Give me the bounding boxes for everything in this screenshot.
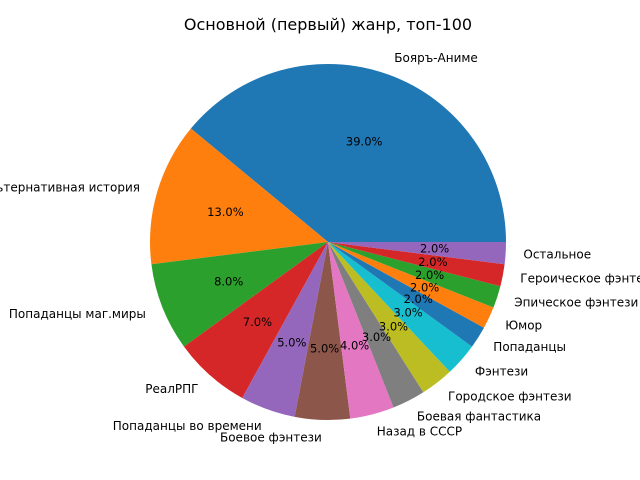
slice-label: Боевая фантастика — [417, 410, 541, 424]
slice-1 — [149, 128, 328, 265]
slice-percent-label: 2.0% — [410, 281, 439, 295]
slice-label: Эпическое фэнтези — [514, 296, 638, 310]
slice-label: Фэнтези — [475, 365, 528, 379]
slice-3 — [183, 242, 328, 398]
slice-6 — [328, 242, 394, 419]
slice-9 — [328, 242, 473, 372]
slice-percent-label: 2.0% — [418, 255, 447, 269]
slice-0 — [190, 64, 506, 242]
slice-label: Назад в СССР — [377, 425, 462, 439]
slice-percent-label: 2.0% — [404, 292, 433, 306]
percent-labels: 39.0%13.0%8.0%7.0%5.0% 5.0% 4.0%3.0%3.0%3.… — [207, 135, 449, 356]
slice-label: РеалРПГ — [145, 382, 198, 396]
slice-percent-label: 3.0% — [379, 319, 408, 333]
slice-13 — [328, 242, 505, 287]
slice-label: Боевое фэнтези — [220, 431, 322, 445]
slice-label: Альтернативная история — [0, 180, 140, 194]
slice-11 — [328, 242, 494, 328]
slice-label: Бояръ-Аниме — [394, 51, 478, 65]
slice-percent-label: 13.0% — [207, 205, 244, 219]
slice-label: Попаданцы маг.миры — [9, 307, 146, 321]
slice-label: Героическое фэнтези — [520, 272, 640, 286]
slice-percent-label: 39.0% — [346, 135, 383, 149]
slice-7 — [328, 242, 424, 408]
slice-percent-label: 2.0% — [420, 242, 449, 256]
slice-percent-label: 5.0% — [277, 336, 306, 350]
slice-label: Попаданцы во времени — [113, 419, 262, 433]
slice-labels: Бояръ-Аниме Альтернативная история Попадан… — [0, 51, 640, 445]
pie-slices — [149, 64, 506, 421]
slice-10 — [328, 242, 484, 347]
slice-percent-label: 3.0% — [362, 330, 391, 344]
slice-5 — [294, 242, 351, 421]
slice-label: Городское фэнтези — [448, 390, 572, 404]
slice-4 — [242, 242, 328, 417]
slice-label: Остальное — [523, 247, 591, 261]
chart-title: Основной (первый) жанр, топ-100 — [184, 15, 472, 34]
slice-8 — [328, 242, 450, 393]
slice-percent-label: 3.0% — [393, 306, 422, 320]
slice-label: Попаданцы — [493, 340, 566, 354]
slice-percent-label: 2.0% — [415, 268, 444, 282]
slice-percent-label: 4.0% — [340, 338, 369, 352]
slice-label: Юмор — [505, 318, 542, 332]
slice-percent-label: 7.0% — [243, 315, 272, 329]
slice-percent-label: 8.0% — [214, 274, 243, 288]
slice-12 — [328, 242, 501, 308]
slice-percent-label: 5.0% — [310, 342, 339, 356]
slice-2 — [151, 242, 328, 347]
slice-14 — [328, 242, 506, 265]
